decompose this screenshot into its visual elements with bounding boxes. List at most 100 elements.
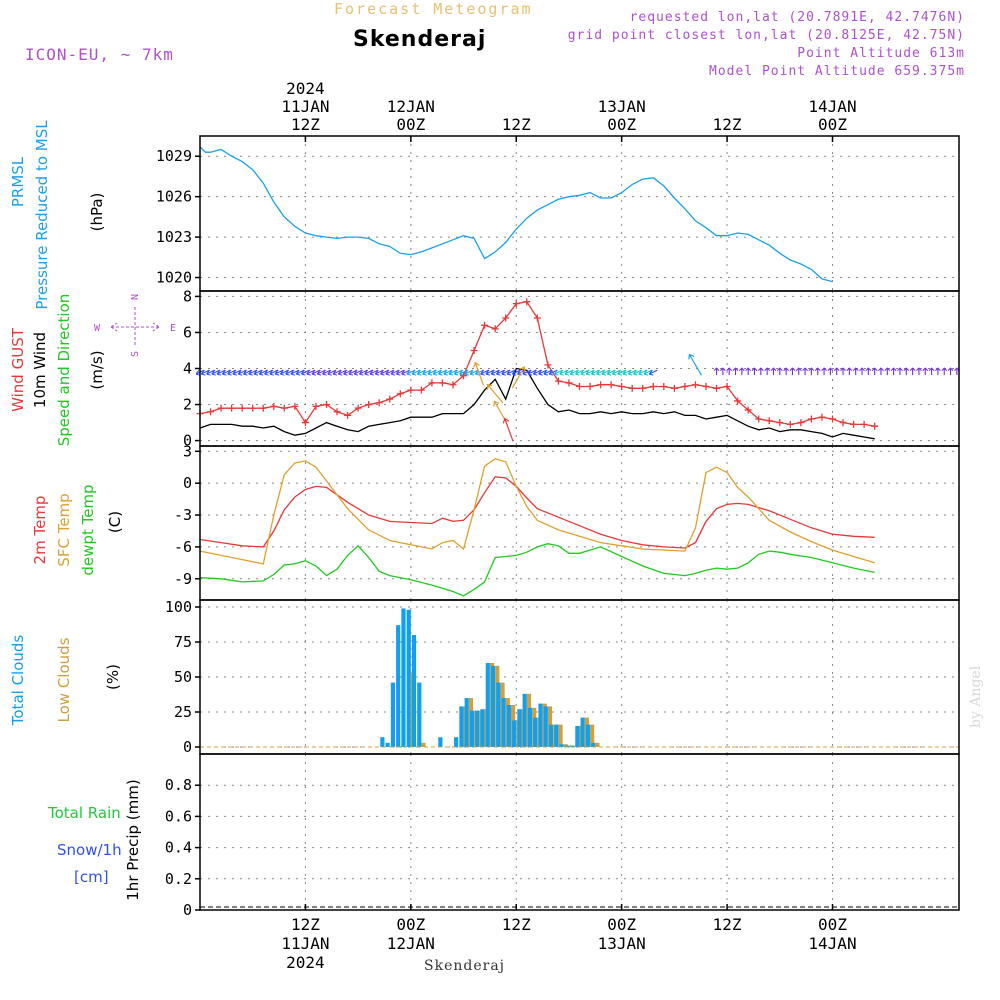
wind-arrow-icon (448, 369, 458, 376)
gust-marker (786, 420, 794, 428)
wind-arrow-icon (316, 369, 326, 376)
time-label-bottom: 12JAN (387, 934, 435, 953)
wind-arrow-icon (922, 367, 929, 376)
cloud-bar-total (480, 709, 485, 747)
gust-marker (217, 404, 225, 412)
y-tick-label: 0 (183, 901, 192, 919)
gust-marker (344, 411, 352, 419)
wind-arrow-icon (206, 369, 215, 376)
wind-arrow-icon (300, 369, 310, 376)
axis-label: PRMSL (9, 156, 27, 207)
wind-arrow-icon (564, 369, 574, 376)
axis-label: (C) (106, 511, 124, 533)
axis-label: (%) (104, 664, 122, 690)
wind-arrow-icon (290, 369, 300, 376)
wind-arrow-icon (884, 367, 891, 376)
wind-arrow-icon (538, 369, 547, 376)
series-line-prmsl (199, 146, 833, 283)
wind-arrow-icon (311, 369, 321, 376)
wind-arrow-icon (627, 369, 637, 376)
footer-location: Skenderaj (424, 958, 506, 974)
wind-arrow-icon (232, 369, 242, 376)
wind-arrow-icon (776, 367, 783, 376)
y-tick-label: 0 (183, 432, 192, 450)
time-label-top: 00Z (607, 115, 636, 134)
time-label-top: 13JAN (598, 97, 646, 116)
series-line-dewpt-temp (199, 543, 875, 597)
time-label-top: 11JAN (281, 97, 329, 116)
wind-arrow-icon (770, 367, 777, 376)
wind-arrow-icon (601, 369, 611, 376)
wind-arrow-icon (840, 367, 846, 376)
cloud-bar-total (396, 625, 401, 747)
wind-arrow-icon (871, 367, 878, 376)
gust-marker (228, 404, 236, 412)
gust-marker (333, 408, 341, 416)
cloud-bar-total (527, 707, 533, 747)
panel-frame (199, 753, 960, 911)
point-altitude: Point Altitude 613m (797, 46, 965, 61)
gridpoint-coordinates: grid point closest lon,lat (20.8125E, 42… (567, 28, 965, 43)
time-label-bottom: 12Z (291, 915, 320, 934)
compass-w: W (94, 323, 101, 334)
cloud-bar-low (421, 742, 426, 747)
axis-label: (m/s) (88, 350, 106, 389)
location-name: Skenderaj (353, 27, 487, 52)
wind-arrow-icon (332, 369, 342, 376)
gust-marker (649, 383, 657, 391)
wind-arrow-icon (264, 369, 273, 376)
model-altitude: Model Point Altitude 659.375m (709, 64, 965, 79)
time-label-top: 12Z (713, 115, 742, 134)
time-label-top: 12JAN (387, 97, 435, 116)
wind-arrow-icon (369, 369, 379, 376)
gust-marker (681, 383, 689, 391)
wind-arrow-icon (464, 369, 474, 376)
wind-arrow-icon (745, 367, 752, 376)
wind-arrow-icon (285, 369, 294, 376)
cloud-bar-low (590, 724, 595, 747)
wind-arrow-icon (928, 367, 935, 376)
wind-arrow-icon (274, 369, 284, 376)
y-tick-label: 3 (183, 442, 192, 460)
gust-marker (280, 404, 288, 412)
time-label-bottom: 00Z (396, 915, 425, 934)
wind-arrow-icon (511, 366, 526, 389)
wind-arrow-icon (859, 367, 865, 376)
wind-arrow-icon (511, 369, 521, 376)
panel-precip: 0 0.2 0.4 0.6 0.8 Total Rain Snow/1h [cm] 1hr Pr… (47, 753, 960, 919)
wind-arrow-icon (559, 369, 568, 376)
cloud-bar-total (490, 665, 496, 747)
wind-arrow-icon (469, 369, 479, 376)
gust-marker (323, 401, 330, 409)
y-tick-label: 50 (174, 668, 192, 686)
cloud-bar-low (558, 724, 563, 747)
wind-arrow-icon (416, 369, 426, 376)
gust-marker (249, 404, 257, 412)
wind-arrow-icon (486, 383, 504, 404)
y-tick-label: 0.2 (165, 870, 192, 888)
gust-marker (586, 383, 594, 391)
wind-arrow-icon (846, 367, 853, 376)
gust-marker (670, 384, 678, 392)
wind-arrow-icon (633, 369, 642, 376)
wind-arrow-icon (380, 369, 389, 376)
wind-arrow-icon (337, 369, 347, 376)
y-tick-label: 4 (183, 360, 192, 378)
y-tick-label: -9 (174, 570, 192, 588)
wind-arrow-icon (364, 369, 373, 376)
cloud-bar-total (496, 682, 501, 747)
gust-marker (723, 383, 731, 391)
cloud-bar-total (506, 705, 511, 747)
gust-marker (386, 395, 394, 403)
cloud-bar-total (401, 608, 406, 747)
y-tick-label: 1026 (156, 188, 192, 206)
cloud-bar-total (585, 724, 591, 747)
wind-arrow-icon (719, 367, 726, 376)
gust-marker (628, 384, 636, 392)
panel-frame (199, 445, 960, 601)
wind-arrow-icon (401, 369, 410, 376)
cloud-bar-total (591, 742, 596, 747)
wind-arrow-icon (897, 367, 903, 376)
wind-arrow-icon (502, 417, 514, 442)
gust-marker (702, 383, 710, 391)
